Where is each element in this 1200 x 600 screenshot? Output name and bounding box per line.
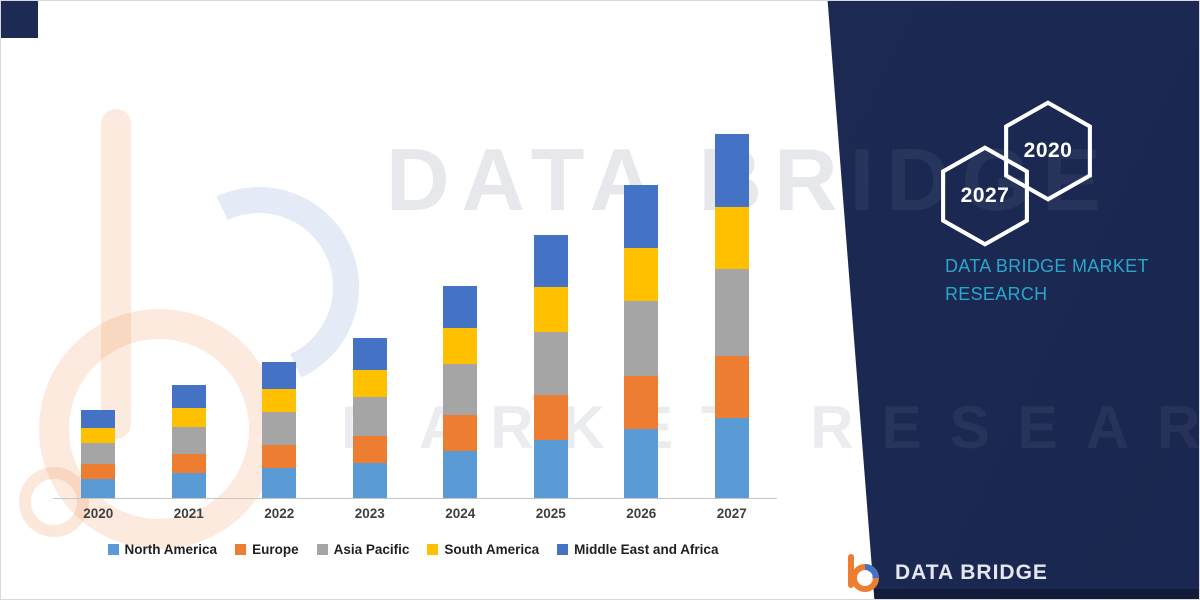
bar-segment-middle-east-and-africa xyxy=(81,410,116,429)
bar-segment-middle-east-and-africa xyxy=(533,235,568,288)
bar-segment-europe xyxy=(81,464,116,480)
legend-label: North America xyxy=(124,542,218,557)
plot-area xyxy=(53,134,777,499)
brand-footer: DATA BRIDGE xyxy=(841,551,1048,595)
bar-segment-north-america xyxy=(624,429,659,498)
stacked-bar-2026 xyxy=(624,134,659,498)
x-axis-label-2022: 2022 xyxy=(264,506,295,521)
bar-segment-asia-pacific xyxy=(81,443,116,465)
legend-label: Asia Pacific xyxy=(333,542,410,557)
hexagon-2020: 2020 xyxy=(1002,100,1094,202)
bar-segment-south-america xyxy=(171,408,206,428)
x-axis-label-2026: 2026 xyxy=(626,506,657,521)
stacked-bar-2023 xyxy=(352,134,387,498)
legend-swatch xyxy=(427,544,439,555)
bar-segment-south-america xyxy=(533,287,568,333)
x-axis-label-2027: 2027 xyxy=(716,506,747,521)
x-axis-label-2023: 2023 xyxy=(354,506,385,521)
bar-segment-middle-east-and-africa xyxy=(352,338,387,370)
hexagon-outline-icon xyxy=(941,145,1029,247)
bar-segment-europe xyxy=(171,454,206,473)
bar-segment-middle-east-and-africa xyxy=(171,385,206,409)
legend-swatch xyxy=(235,544,247,555)
bar-column-2022 xyxy=(234,134,325,498)
bar-segment-asia-pacific xyxy=(714,269,749,356)
legend-item-europe: Europe xyxy=(235,542,299,557)
brand-tagline: DATA BRIDGE MARKET RESEARCH xyxy=(945,256,1149,304)
bar-segment-north-america xyxy=(714,418,749,498)
hexagon-2027: 2027 xyxy=(939,145,1031,247)
bar-segment-north-america xyxy=(171,473,206,498)
bar-segment-asia-pacific xyxy=(171,427,206,455)
bar-segment-south-america xyxy=(624,248,659,302)
bar-column-2023 xyxy=(325,134,416,498)
legend-swatch xyxy=(316,544,328,555)
legend-item-north-america: North America xyxy=(107,542,218,557)
bar-segment-middle-east-and-africa xyxy=(624,185,659,249)
bar-segment-asia-pacific xyxy=(262,412,297,445)
legend-swatch xyxy=(107,544,119,555)
corner-accent-square xyxy=(1,1,38,38)
stacked-bar-2027 xyxy=(714,134,749,498)
brand-logo-icon xyxy=(848,554,879,592)
bar-segment-europe xyxy=(624,376,659,430)
bar-segment-middle-east-and-africa xyxy=(714,134,749,207)
bar-segment-asia-pacific xyxy=(352,397,387,436)
legend-item-middle-east-and-africa: Middle East and Africa xyxy=(557,542,718,557)
bar-segment-south-america xyxy=(443,328,478,364)
hexagon-2020-label: 2020 xyxy=(1023,139,1073,162)
legend-item-south-america: South America xyxy=(427,542,539,557)
bar-segment-middle-east-and-africa xyxy=(262,362,297,389)
legend-label: Middle East and Africa xyxy=(574,542,719,557)
legend-label: South America xyxy=(444,542,540,557)
hexagon-outline-icon xyxy=(1004,100,1092,202)
bar-column-2026 xyxy=(596,134,687,498)
stacked-bar-2021 xyxy=(171,134,206,498)
bar-segment-asia-pacific xyxy=(443,364,478,415)
bar-column-2024 xyxy=(415,134,506,498)
watermark-navy-line1: DATA BRIDGE xyxy=(386,130,1113,229)
bar-segment-north-america xyxy=(81,479,116,498)
bar-column-2021 xyxy=(144,134,235,498)
bar-segment-south-america xyxy=(352,370,387,397)
bar-segment-north-america xyxy=(443,451,478,498)
stacked-bar-2020 xyxy=(81,134,116,498)
bar-segment-north-america xyxy=(352,463,387,498)
bar-segment-south-america xyxy=(262,389,297,412)
x-axis-label-2020: 2020 xyxy=(83,506,114,521)
bar-segment-europe xyxy=(533,395,568,440)
legend: North America Europe Asia Pacific South Ame… xyxy=(37,542,789,557)
x-axis-label-2021: 2021 xyxy=(173,506,204,521)
legend-item-asia-pacific: Asia Pacific xyxy=(316,542,410,557)
bar-segment-asia-pacific xyxy=(624,301,659,377)
bar-column-2025 xyxy=(506,134,597,498)
bar-segment-south-america xyxy=(714,207,749,269)
bar-column-2020 xyxy=(53,134,144,498)
bar-segment-europe xyxy=(262,445,297,468)
bar-segment-europe xyxy=(714,356,749,418)
bar-segment-europe xyxy=(352,436,387,463)
brand-footer-name: DATA BRIDGE xyxy=(895,561,1048,584)
legend-label: Europe xyxy=(252,542,299,557)
watermark-navy-line2: MARKET RESEARCH xyxy=(810,394,1199,461)
bar-segment-middle-east-and-africa xyxy=(443,286,478,328)
bar-segment-europe xyxy=(443,415,478,451)
bar-segment-asia-pacific xyxy=(533,332,568,395)
x-axis-label-2025: 2025 xyxy=(535,506,566,521)
bar-segment-north-america xyxy=(533,440,568,498)
x-axis-label-2024: 2024 xyxy=(445,506,476,521)
stacked-bar-2022 xyxy=(262,134,297,498)
panel-bottom-strip xyxy=(827,589,1199,599)
bar-segment-north-america xyxy=(262,468,297,498)
stacked-bar-2024 xyxy=(443,134,478,498)
hexagon-2027-label: 2027 xyxy=(960,184,1010,207)
bar-column-2027 xyxy=(687,134,778,498)
stacked-bar-2025 xyxy=(533,134,568,498)
legend-swatch xyxy=(557,544,569,555)
x-axis-labels: 2020 2021 2022 2023 2024 2025 2026 2027 xyxy=(53,506,777,521)
bar-segment-south-america xyxy=(81,428,116,444)
